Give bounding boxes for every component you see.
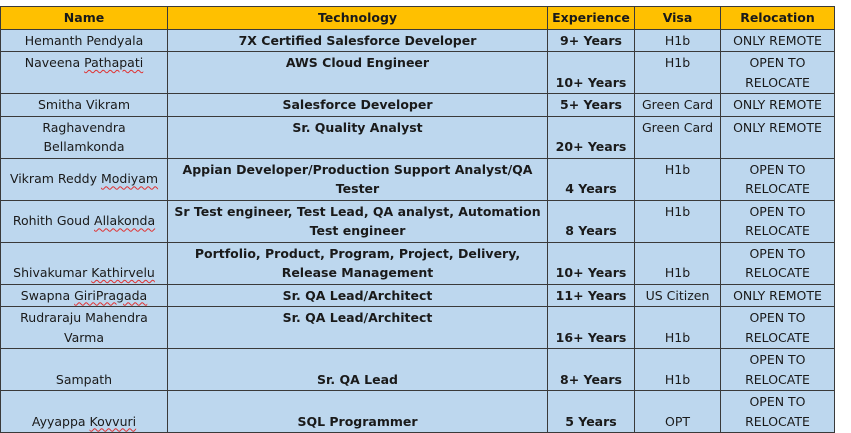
cell-visa: Green Card xyxy=(634,93,721,117)
cell-visa: H1b xyxy=(634,241,721,285)
spellcheck-flagged-word: GiriPragada xyxy=(74,287,148,303)
cell-tech: Appian Developer/Production Support Anal… xyxy=(167,157,548,201)
spellcheck-flagged-word: Pathapati xyxy=(84,55,144,70)
cell-reloc: ONLY REMOTE xyxy=(720,93,835,117)
cell-visa: H1b xyxy=(634,157,721,201)
cell-exp: 10+ Years xyxy=(547,51,635,94)
cell-tech: Sr. QA Lead xyxy=(167,348,548,391)
name-word: Reddy xyxy=(57,171,97,187)
name-word: Raghavendra xyxy=(42,119,126,135)
spellcheck-flagged-word: Kathirvelu xyxy=(91,265,155,280)
table-row: Smitha Vikram Salesforce Developer 5+ Year… xyxy=(0,93,835,117)
column-header-tech: Technology xyxy=(167,6,548,30)
name-word: Mahendra xyxy=(85,310,148,325)
name-word: Hemanth xyxy=(24,32,83,48)
cell-exp: 8 Years xyxy=(547,199,635,243)
column-header-visa: Visa xyxy=(634,6,721,30)
table-row: Ayyappa Kovvuri SQL Programmer 5 Years OPT O… xyxy=(0,390,835,433)
cell-reloc: ONLY REMOTE xyxy=(720,283,835,307)
table-row: Naveena Pathapati AWS Cloud Engineer 10+ Y… xyxy=(0,51,835,94)
cell-name: Shivakumar Kathirvelu xyxy=(0,241,168,285)
table-row: Swapna GiriPragada Sr. QA Lead/Architect 1… xyxy=(0,283,835,307)
cell-visa: US Citizen xyxy=(634,283,721,307)
cell-tech: Salesforce Developer xyxy=(167,93,548,117)
spellcheck-flagged-word: Modiyam xyxy=(100,171,159,187)
name-word: Shivakumar xyxy=(13,265,88,280)
cell-visa: Green Card xyxy=(634,115,721,159)
column-header-name: Name xyxy=(0,6,168,30)
spellcheck-flagged-word: Kovvuri xyxy=(89,413,137,429)
table-row: Sampath Sr. QA Lead 8+ Years H1b OPEN TO REL… xyxy=(0,348,835,391)
cell-exp: 5+ Years xyxy=(547,93,635,117)
cell-exp: 10+ Years xyxy=(547,241,635,285)
cell-exp: 11+ Years xyxy=(547,283,635,307)
column-header-reloc: Relocation xyxy=(720,6,835,30)
cell-tech: Sr. QA Lead/Architect xyxy=(167,306,548,349)
table-row: Shivakumar Kathirvelu Portfolio, Product,… xyxy=(0,241,835,285)
cell-tech: Sr. QA Lead/Architect xyxy=(167,283,548,307)
name-word: Swapna xyxy=(20,287,71,303)
cell-name: Rudraraju Mahendra Varma xyxy=(0,306,168,349)
name-word: Rudraraju xyxy=(20,310,82,325)
cell-name: Smitha Vikram xyxy=(0,93,168,117)
cell-reloc: OPEN TO RELOCATE xyxy=(720,306,835,349)
cell-visa: H1b xyxy=(634,199,721,243)
name-word: Sampath xyxy=(55,371,113,387)
candidates-table: Name Technology Experience Visa Relocation H… xyxy=(0,6,835,433)
table-row: Vikram Reddy Modiyam Appian Developer/Pro… xyxy=(0,157,835,201)
cell-exp: 4 Years xyxy=(547,157,635,201)
cell-name: Hemanth Pendyala xyxy=(0,28,168,52)
cell-name: Raghavendra Bellamkonda xyxy=(0,115,168,159)
cell-tech: 7X Certified Salesforce Developer xyxy=(167,28,548,52)
cell-exp: 20+ Years xyxy=(547,115,635,159)
column-header-exp: Experience xyxy=(547,6,635,30)
cell-name: Swapna GiriPragada xyxy=(0,283,168,307)
cell-reloc: OPEN TO RELOCATE xyxy=(720,199,835,243)
cell-tech: SQL Programmer xyxy=(167,390,548,433)
cell-tech: Portfolio, Product, Program, Project, De… xyxy=(167,241,548,285)
name-word: Vikram xyxy=(9,171,54,187)
cell-name: Rohith Goud Allakonda xyxy=(0,199,168,243)
table-row: Raghavendra Bellamkonda Sr. Quality Analy… xyxy=(0,115,835,159)
cell-tech: AWS Cloud Engineer xyxy=(167,51,548,94)
spellcheck-flagged-word: Allakonda xyxy=(94,213,156,229)
cell-reloc: OPEN TO RELOCATE xyxy=(720,348,835,391)
header-row: Name Technology Experience Visa Relocation xyxy=(0,6,835,30)
cell-visa: H1b xyxy=(634,28,721,52)
table-row: Rudraraju Mahendra Varma Sr. QA Lead/Arch… xyxy=(0,306,835,349)
table-row: Rohith Goud Allakonda Sr Test engineer, T… xyxy=(0,199,835,243)
cell-visa: H1b xyxy=(634,306,721,349)
name-word: Goud xyxy=(56,213,91,229)
cell-tech: Sr Test engineer, Test Lead, QA analyst,… xyxy=(167,199,548,243)
table-row: Hemanth Pendyala 7X Certified Salesforce … xyxy=(0,28,835,52)
cell-reloc: OPEN TO RELOCATE xyxy=(720,157,835,201)
cell-reloc: OPEN TO RELOCATE xyxy=(720,51,835,94)
name-word: Rohith xyxy=(12,213,53,229)
name-word: Pendyala xyxy=(86,32,144,48)
name-word: Smitha xyxy=(37,97,83,112)
cell-name: Ayyappa Kovvuri xyxy=(0,390,168,433)
cell-name: Sampath xyxy=(0,348,168,391)
cell-visa: OPT xyxy=(634,390,721,433)
name-word: Varma xyxy=(64,329,104,345)
cell-name: Vikram Reddy Modiyam xyxy=(0,157,168,201)
cell-reloc: ONLY REMOTE xyxy=(720,115,835,159)
cell-reloc: OPEN TO RELOCATE xyxy=(720,241,835,285)
name-word: Naveena xyxy=(24,55,81,70)
cell-visa: H1b xyxy=(634,348,721,391)
cell-exp: 5 Years xyxy=(547,390,635,433)
name-word: Bellamkonda xyxy=(43,139,125,154)
cell-tech: Sr. Quality Analyst xyxy=(167,115,548,159)
cell-visa: H1b xyxy=(634,51,721,94)
cell-reloc: OPEN TO RELOCATE xyxy=(720,390,835,433)
cell-exp: 9+ Years xyxy=(547,28,635,52)
cell-reloc: ONLY REMOTE xyxy=(720,28,835,52)
name-word: Ayyappa xyxy=(31,413,86,429)
cell-name: Naveena Pathapati xyxy=(0,51,168,94)
cell-exp: 8+ Years xyxy=(547,348,635,391)
name-word: Vikram xyxy=(86,97,131,112)
cell-exp: 16+ Years xyxy=(547,306,635,349)
